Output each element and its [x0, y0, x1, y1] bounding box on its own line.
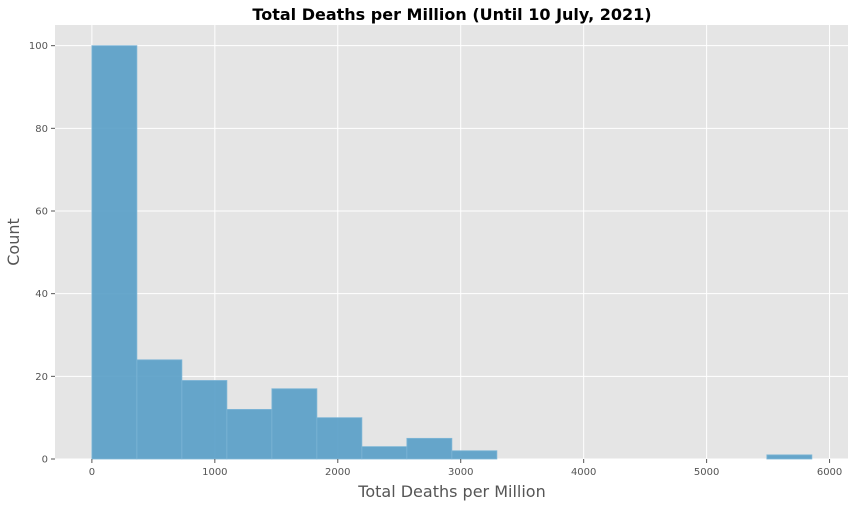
histogram-bar: [226, 408, 273, 460]
x-tick-label: 5000: [694, 467, 719, 478]
histogram-bar: [766, 454, 813, 460]
y-axis-ticks: 0 20 40 60 80 100: [29, 41, 55, 466]
histogram-bar: [316, 417, 363, 460]
histogram-bar: [361, 446, 408, 460]
y-tick-label: 40: [35, 289, 48, 300]
y-tick-label: 100: [29, 41, 48, 52]
y-axis-label: Count: [4, 218, 23, 266]
x-axis-label: Total Deaths per Million: [357, 482, 545, 501]
chart-title: Total Deaths per Million (Until 10 July,…: [252, 5, 651, 24]
x-tick-label: 2000: [325, 467, 350, 478]
histogram-bar: [136, 359, 183, 460]
x-tick-label: 0: [89, 467, 95, 478]
y-tick-label: 0: [42, 455, 48, 466]
x-tick-label: 1000: [202, 467, 227, 478]
x-tick-label: 4000: [571, 467, 596, 478]
y-tick-label: 60: [35, 207, 48, 218]
histogram-bar: [406, 437, 453, 460]
x-tick-label: 6000: [817, 467, 842, 478]
histogram-bar: [451, 450, 498, 460]
histogram-bars: [91, 45, 813, 460]
x-tick-label: 3000: [448, 467, 473, 478]
histogram-bar: [271, 388, 318, 460]
x-axis-ticks: 0 1000 2000 3000 4000 5000 6000: [89, 459, 842, 478]
y-tick-label: 20: [35, 372, 48, 383]
histogram-bar: [181, 380, 228, 460]
histogram-bar: [91, 45, 138, 460]
y-tick-label: 80: [35, 124, 48, 135]
